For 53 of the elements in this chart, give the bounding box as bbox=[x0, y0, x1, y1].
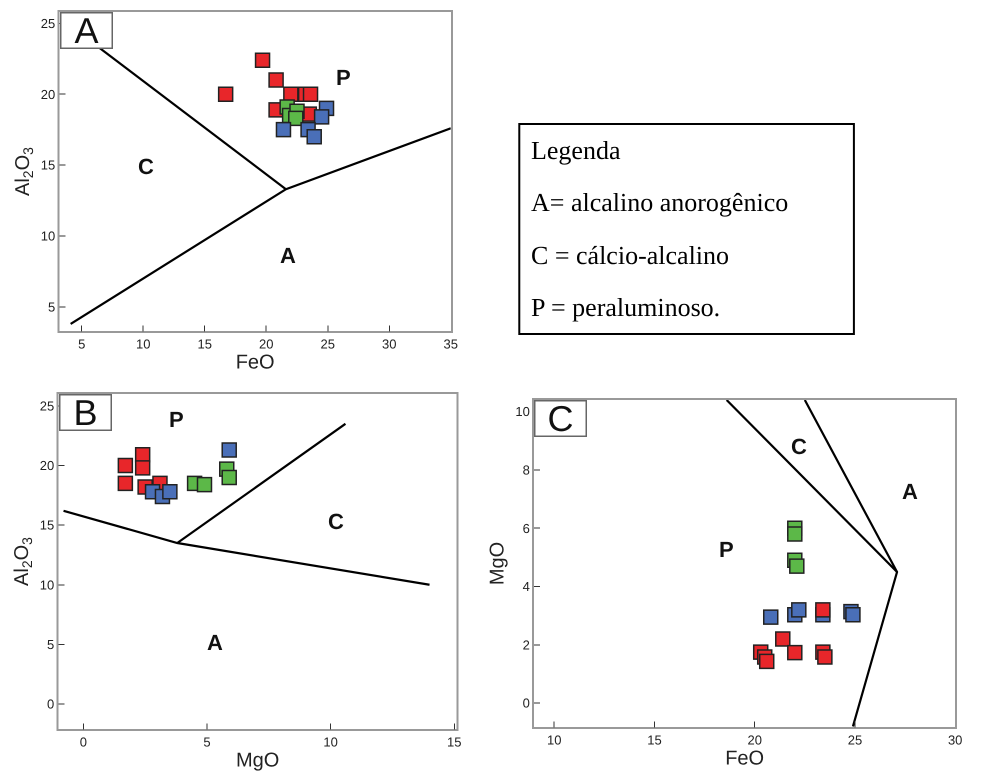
y-tick-label: 0 bbox=[522, 696, 530, 711]
y-tick-label: 10 bbox=[40, 577, 54, 592]
annotation: A bbox=[902, 479, 918, 504]
x-tick-label: 30 bbox=[948, 732, 962, 748]
text: C = cálcio-alcalino bbox=[531, 241, 730, 270]
y-tick-label: 20 bbox=[40, 86, 56, 102]
y-tick-label: 8 bbox=[522, 462, 530, 478]
y-tick-label: 15 bbox=[40, 158, 56, 173]
x-tick-label: 15 bbox=[647, 732, 662, 748]
x-tick-label: 15 bbox=[447, 734, 462, 750]
x-tick-label: 25 bbox=[848, 732, 862, 748]
x-tick-label: 35 bbox=[444, 336, 458, 352]
y-tick-label: 20 bbox=[40, 458, 54, 474]
annotation: P bbox=[336, 65, 351, 90]
y-tick-label: 25 bbox=[40, 16, 56, 31]
x-tick-label: 10 bbox=[136, 336, 150, 352]
x-tick-label: 30 bbox=[382, 336, 397, 352]
y-tick-label: 15 bbox=[40, 518, 54, 533]
y-axis-title: MgO bbox=[486, 542, 508, 586]
x-tick-label: 25 bbox=[320, 336, 335, 352]
y-tick-label: 4 bbox=[522, 579, 530, 594]
x-axis-title: FeO bbox=[725, 747, 764, 770]
annotation: P bbox=[169, 407, 184, 432]
annotation: P bbox=[719, 537, 734, 562]
chart-title: B bbox=[73, 392, 98, 433]
chart-title: C bbox=[548, 398, 574, 439]
x-axis-title: FeO bbox=[236, 351, 275, 374]
text: A= alcalino anorogênico bbox=[531, 188, 788, 217]
annotation: A bbox=[280, 243, 296, 268]
x-axis-title: MgO bbox=[236, 749, 280, 772]
x-tick-label: 15 bbox=[198, 336, 212, 352]
text: P = peraluminoso. bbox=[531, 293, 720, 322]
annotation: C bbox=[328, 509, 344, 534]
y-tick-label: 10 bbox=[515, 404, 530, 420]
x-tick-label: 5 bbox=[203, 734, 211, 750]
x-tick-label: 20 bbox=[259, 336, 274, 352]
y-tick-label: 6 bbox=[522, 520, 530, 536]
chart-title: A bbox=[74, 10, 99, 51]
y-tick-label: 2 bbox=[522, 637, 530, 652]
x-tick-label: 10 bbox=[547, 732, 562, 748]
x-tick-label: 10 bbox=[323, 734, 338, 750]
y-tick-label: 10 bbox=[40, 228, 56, 244]
annotation: C bbox=[138, 154, 154, 179]
text: Legenda bbox=[531, 136, 621, 165]
x-tick-label: 0 bbox=[80, 734, 87, 750]
annotation: A bbox=[207, 630, 223, 655]
y-tick-label: 0 bbox=[46, 696, 54, 712]
y-tick-label: 5 bbox=[48, 299, 56, 314]
y-tick-label: 25 bbox=[40, 398, 54, 414]
x-tick-label: 5 bbox=[78, 336, 86, 352]
y-tick-label: 5 bbox=[46, 636, 54, 652]
annotation: C bbox=[791, 434, 807, 459]
x-tick-label: 20 bbox=[747, 732, 762, 748]
